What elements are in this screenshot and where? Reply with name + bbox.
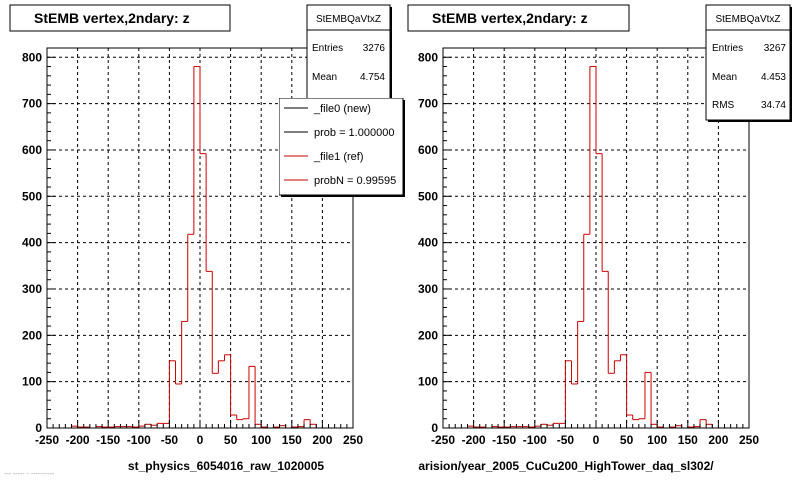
y-tick-label: 500 xyxy=(418,189,438,203)
x-axis-label: arision/year_2005_CuCu200_HighTower_daq_… xyxy=(418,459,714,473)
x-tick-label: -250 xyxy=(35,433,59,447)
stats-value-entries: 3276 xyxy=(363,43,386,54)
x-tick-label: -200 xyxy=(66,433,90,447)
chart-title: StEMB vertex,2ndary: z xyxy=(432,10,588,26)
stats-box xyxy=(306,4,391,103)
y-tick-label: 0 xyxy=(431,421,438,435)
y-tick-label: 100 xyxy=(418,375,438,389)
x-tick-label: 50 xyxy=(224,433,238,447)
y-tick-label: 200 xyxy=(22,328,42,342)
y-tick-label: 500 xyxy=(22,189,42,203)
y-tick-label: 600 xyxy=(418,143,438,157)
x-tick-label: 0 xyxy=(197,433,204,447)
x-tick-label: -100 xyxy=(127,433,151,447)
footer-text: --- ----- - ---------- xyxy=(4,471,55,478)
x-tick-label: 100 xyxy=(647,433,667,447)
x-axis-label: st_physics_6054016_raw_1020005 xyxy=(128,459,324,473)
title-box xyxy=(407,4,630,32)
x-tick-label: 250 xyxy=(739,433,759,447)
x-tick-label: 200 xyxy=(312,433,332,447)
y-tick-label: 700 xyxy=(418,97,438,111)
x-tick-label: -150 xyxy=(96,433,120,447)
x-tick-label: -50 xyxy=(161,433,179,447)
x-tick-label: -100 xyxy=(523,433,547,447)
stats-label-mean: Mean xyxy=(312,72,337,83)
y-tick-label: 700 xyxy=(22,97,42,111)
legend: _file0 (new) prob = 1.000000 _file1 (ref) p… xyxy=(279,98,405,197)
x-tick-label: 200 xyxy=(708,433,728,447)
y-tick-label: 400 xyxy=(418,236,438,250)
y-tick-label: 400 xyxy=(22,236,42,250)
x-tick-label: -50 xyxy=(557,433,575,447)
legend-entry-1: _file0 (new) xyxy=(313,103,371,115)
y-tick-label: 600 xyxy=(22,143,42,157)
x-tick-label: 150 xyxy=(678,433,698,447)
stats-value-entries: 3267 xyxy=(764,43,787,54)
legend-content: _file0 (new) prob = 1.000000 _file1 (ref) p… xyxy=(279,98,405,197)
y-tick-label: 0 xyxy=(35,421,42,435)
stats-value-mean: 4.754 xyxy=(360,72,385,83)
legend-entry-4: probN = 0.99595 xyxy=(314,175,396,187)
legend-box xyxy=(279,98,404,196)
x-tick-label: -250 xyxy=(431,433,455,447)
stats-value-mean: 4.453 xyxy=(761,72,786,83)
stats-name: StEMBQaVtxZ xyxy=(316,14,381,25)
stats-name: StEMBQaVtxZ xyxy=(715,14,780,25)
x-tick-label: 100 xyxy=(251,433,271,447)
y-tick-label: 200 xyxy=(418,328,438,342)
title-box xyxy=(9,4,231,32)
y-tick-label: 300 xyxy=(22,282,42,296)
x-tick-label: 150 xyxy=(282,433,302,447)
y-tick-label: 800 xyxy=(418,50,438,64)
stats-label-rms: RMS xyxy=(712,100,735,111)
y-tick-label: 800 xyxy=(22,50,42,64)
stats-value-rms: 34.74 xyxy=(761,100,786,111)
y-tick-label: 300 xyxy=(418,282,438,296)
stats-box xyxy=(705,4,791,121)
stats-label-entries: Entries xyxy=(712,43,743,54)
x-tick-label: -200 xyxy=(462,433,486,447)
legend-entry-2: prob = 1.000000 xyxy=(314,127,394,139)
legend-entry-3: _file1 (ref) xyxy=(313,151,364,163)
stats-label-entries: Entries xyxy=(312,43,343,54)
x-tick-label: -150 xyxy=(492,433,516,447)
x-tick-label: 50 xyxy=(620,433,634,447)
chart-title: StEMB vertex,2ndary: z xyxy=(34,10,190,26)
stats-label-mean: Mean xyxy=(712,72,737,83)
x-tick-label: 250 xyxy=(343,433,363,447)
x-tick-label: 0 xyxy=(593,433,600,447)
y-tick-label: 100 xyxy=(22,375,42,389)
